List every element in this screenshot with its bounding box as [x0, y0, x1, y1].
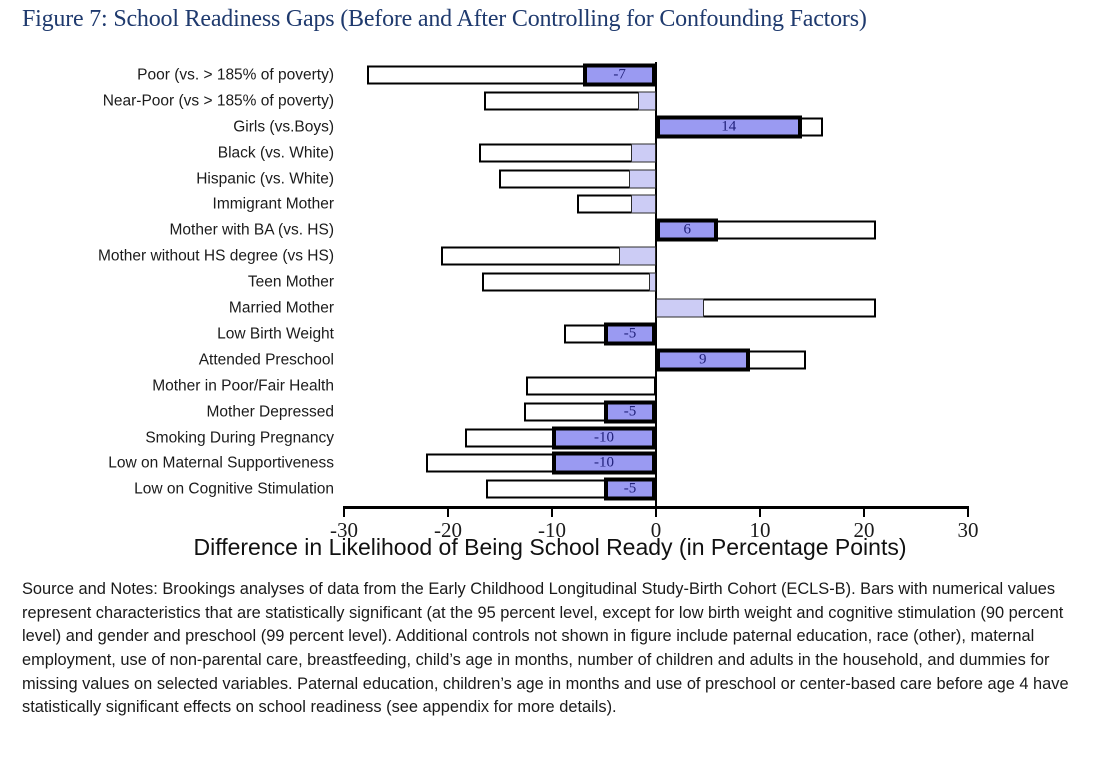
unadjusted-bar — [479, 143, 656, 163]
zero-axis-line — [654, 62, 658, 507]
plot-area: Poor (vs. > 185% of poverty) -7 Near-Poor … — [98, 62, 968, 507]
adjusted-bar — [648, 272, 656, 292]
chart-row: Mother Depressed -5 — [206, 399, 968, 425]
chart-row: Immigrant Mother — [213, 192, 968, 218]
chart-row: Black (vs. White) — [218, 140, 968, 166]
x-axis-tick-label: 20 — [853, 518, 875, 542]
source-and-notes: Source and Notes: Brookings analyses of … — [22, 580, 1069, 717]
chart-row: Attended Preschool 9 — [199, 347, 968, 373]
y-axis-label: Mother Depressed — [206, 402, 334, 420]
y-axis-label: Mother without HS degree (vs HS) — [97, 247, 334, 265]
adjusted-bar — [604, 322, 656, 346]
y-axis-label: Married Mother — [228, 299, 334, 317]
adjusted-bar — [583, 63, 656, 87]
x-axis-title: Difference in Likelihood of Being School… — [193, 534, 907, 560]
y-axis-label: Low Birth Weight — [217, 325, 334, 343]
y-axis-label: Teen Mother — [247, 273, 334, 291]
page-title: Figure 7: School Readiness Gaps (Before … — [22, 6, 867, 32]
adjusted-bar — [631, 143, 656, 163]
y-axis-label: Poor (vs. > 185% of poverty) — [137, 66, 334, 84]
x-axis-tick — [966, 506, 970, 517]
bar-chart: Poor (vs. > 185% of poverty) -7 Near-Poor … — [0, 58, 1100, 542]
chart-row: Poor (vs. > 185% of poverty) -7 — [137, 62, 968, 88]
adjusted-bar — [604, 477, 656, 501]
x-axis-tick-label: -20 — [434, 518, 462, 542]
y-axis-label: Hispanic (vs. White) — [196, 169, 334, 187]
x-axis-tick — [654, 506, 658, 517]
chart-row: Mother in Poor/Fair Health — [152, 373, 968, 399]
adjusted-bar — [656, 298, 704, 318]
adjusted-bar — [656, 115, 802, 139]
chart-row: Hispanic (vs. White) — [196, 166, 968, 192]
x-axis-tick — [342, 506, 346, 517]
y-axis-label: Immigrant Mother — [212, 195, 334, 213]
x-axis-tick — [862, 506, 866, 517]
y-axis-label: Near-Poor (vs > 185% of poverty) — [102, 92, 334, 110]
chart-row: Girls (vs.Boys) 14 — [233, 114, 968, 140]
unadjusted-bar — [484, 91, 656, 111]
adjusted-bar — [552, 426, 656, 450]
x-axis-tick — [446, 506, 450, 517]
y-axis-label: Mother in Poor/Fair Health — [152, 376, 334, 394]
y-axis-label: Girls (vs.Boys) — [233, 117, 334, 135]
adjusted-bar — [656, 348, 750, 372]
unadjusted-bar — [526, 376, 656, 396]
y-axis-label: Low on Cognitive Stimulation — [134, 480, 334, 498]
adjusted-bar — [656, 218, 719, 242]
y-axis-label: Low on Maternal Supportiveness — [108, 454, 334, 472]
x-axis-tick — [758, 506, 762, 517]
chart-row: Married Mother — [229, 295, 968, 321]
adjusted-bar — [638, 91, 656, 111]
adjusted-bar — [628, 169, 656, 189]
adjusted-bar — [631, 194, 656, 214]
x-axis-tick-label: 0 — [650, 518, 662, 542]
x-axis-tick-label: 30 — [957, 518, 979, 542]
x-axis-tick-label: -10 — [538, 518, 566, 542]
y-axis-label: Black (vs. White) — [217, 143, 334, 161]
chart-row: Mother without HS degree (vs HS) — [98, 243, 968, 269]
adjusted-bar — [552, 451, 656, 475]
adjusted-bar — [618, 246, 656, 266]
y-axis-label: Attended Preschool — [198, 351, 334, 369]
chart-row: Smoking During Pregnancy -10 — [145, 425, 968, 451]
y-axis-label: Mother with BA (vs. HS) — [169, 221, 334, 239]
adjusted-bar — [604, 400, 656, 424]
chart-row: Low on Maternal Supportiveness -10 — [108, 451, 968, 477]
chart-row: Teen Mother — [248, 269, 968, 295]
x-axis-tick-label: -30 — [330, 518, 358, 542]
unadjusted-bar — [482, 272, 656, 292]
x-axis-tick-label: 10 — [749, 518, 771, 542]
chart-row: Mother with BA (vs. HS) 6 — [169, 217, 968, 243]
x-axis-tick — [550, 506, 554, 517]
y-axis-label: Smoking During Pregnancy — [145, 428, 334, 446]
chart-row: Near-Poor (vs > 185% of poverty) — [103, 88, 968, 114]
